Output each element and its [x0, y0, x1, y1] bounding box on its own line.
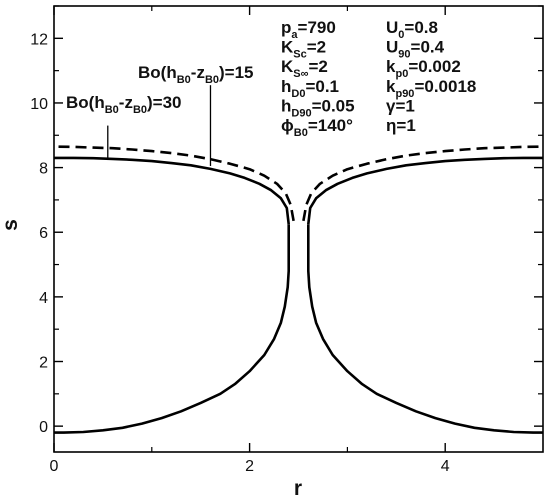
x-tick-label: 4 — [441, 458, 450, 475]
y-axis-title: s — [0, 219, 22, 231]
annotation-bo-15: Bo(hB0-zB0)=15 — [138, 63, 254, 86]
annotation-bo-30: Bo(hB0-zB0)=30 — [66, 93, 182, 116]
series-lines — [54, 147, 543, 433]
param-col1-5: ϕB0=140° — [281, 116, 353, 139]
param-col2-5: η=1 — [386, 116, 416, 135]
y-tick-label: 2 — [39, 355, 48, 372]
series-line-0 — [54, 224, 289, 432]
y-tick-label: 0 — [39, 419, 48, 436]
x-tick-label: 0 — [50, 458, 59, 475]
y-tick-label: 6 — [39, 225, 48, 242]
y-tick-label: 4 — [39, 290, 48, 307]
series-line-1 — [54, 158, 289, 224]
x-axis-title: r — [294, 477, 302, 500]
param-col2-4: γ=1 — [386, 96, 415, 115]
y-tick-label: 10 — [30, 96, 48, 113]
x-tick-label: 2 — [245, 458, 254, 475]
series-line-2 — [308, 224, 543, 432]
y-tick-label: 8 — [39, 161, 48, 178]
series-line-3 — [308, 158, 543, 224]
y-tick-label: 12 — [30, 31, 48, 48]
annotations: Bo(hB0-zB0)=15Bo(hB0-zB0)=30pa=790KSc=2K… — [66, 18, 476, 139]
